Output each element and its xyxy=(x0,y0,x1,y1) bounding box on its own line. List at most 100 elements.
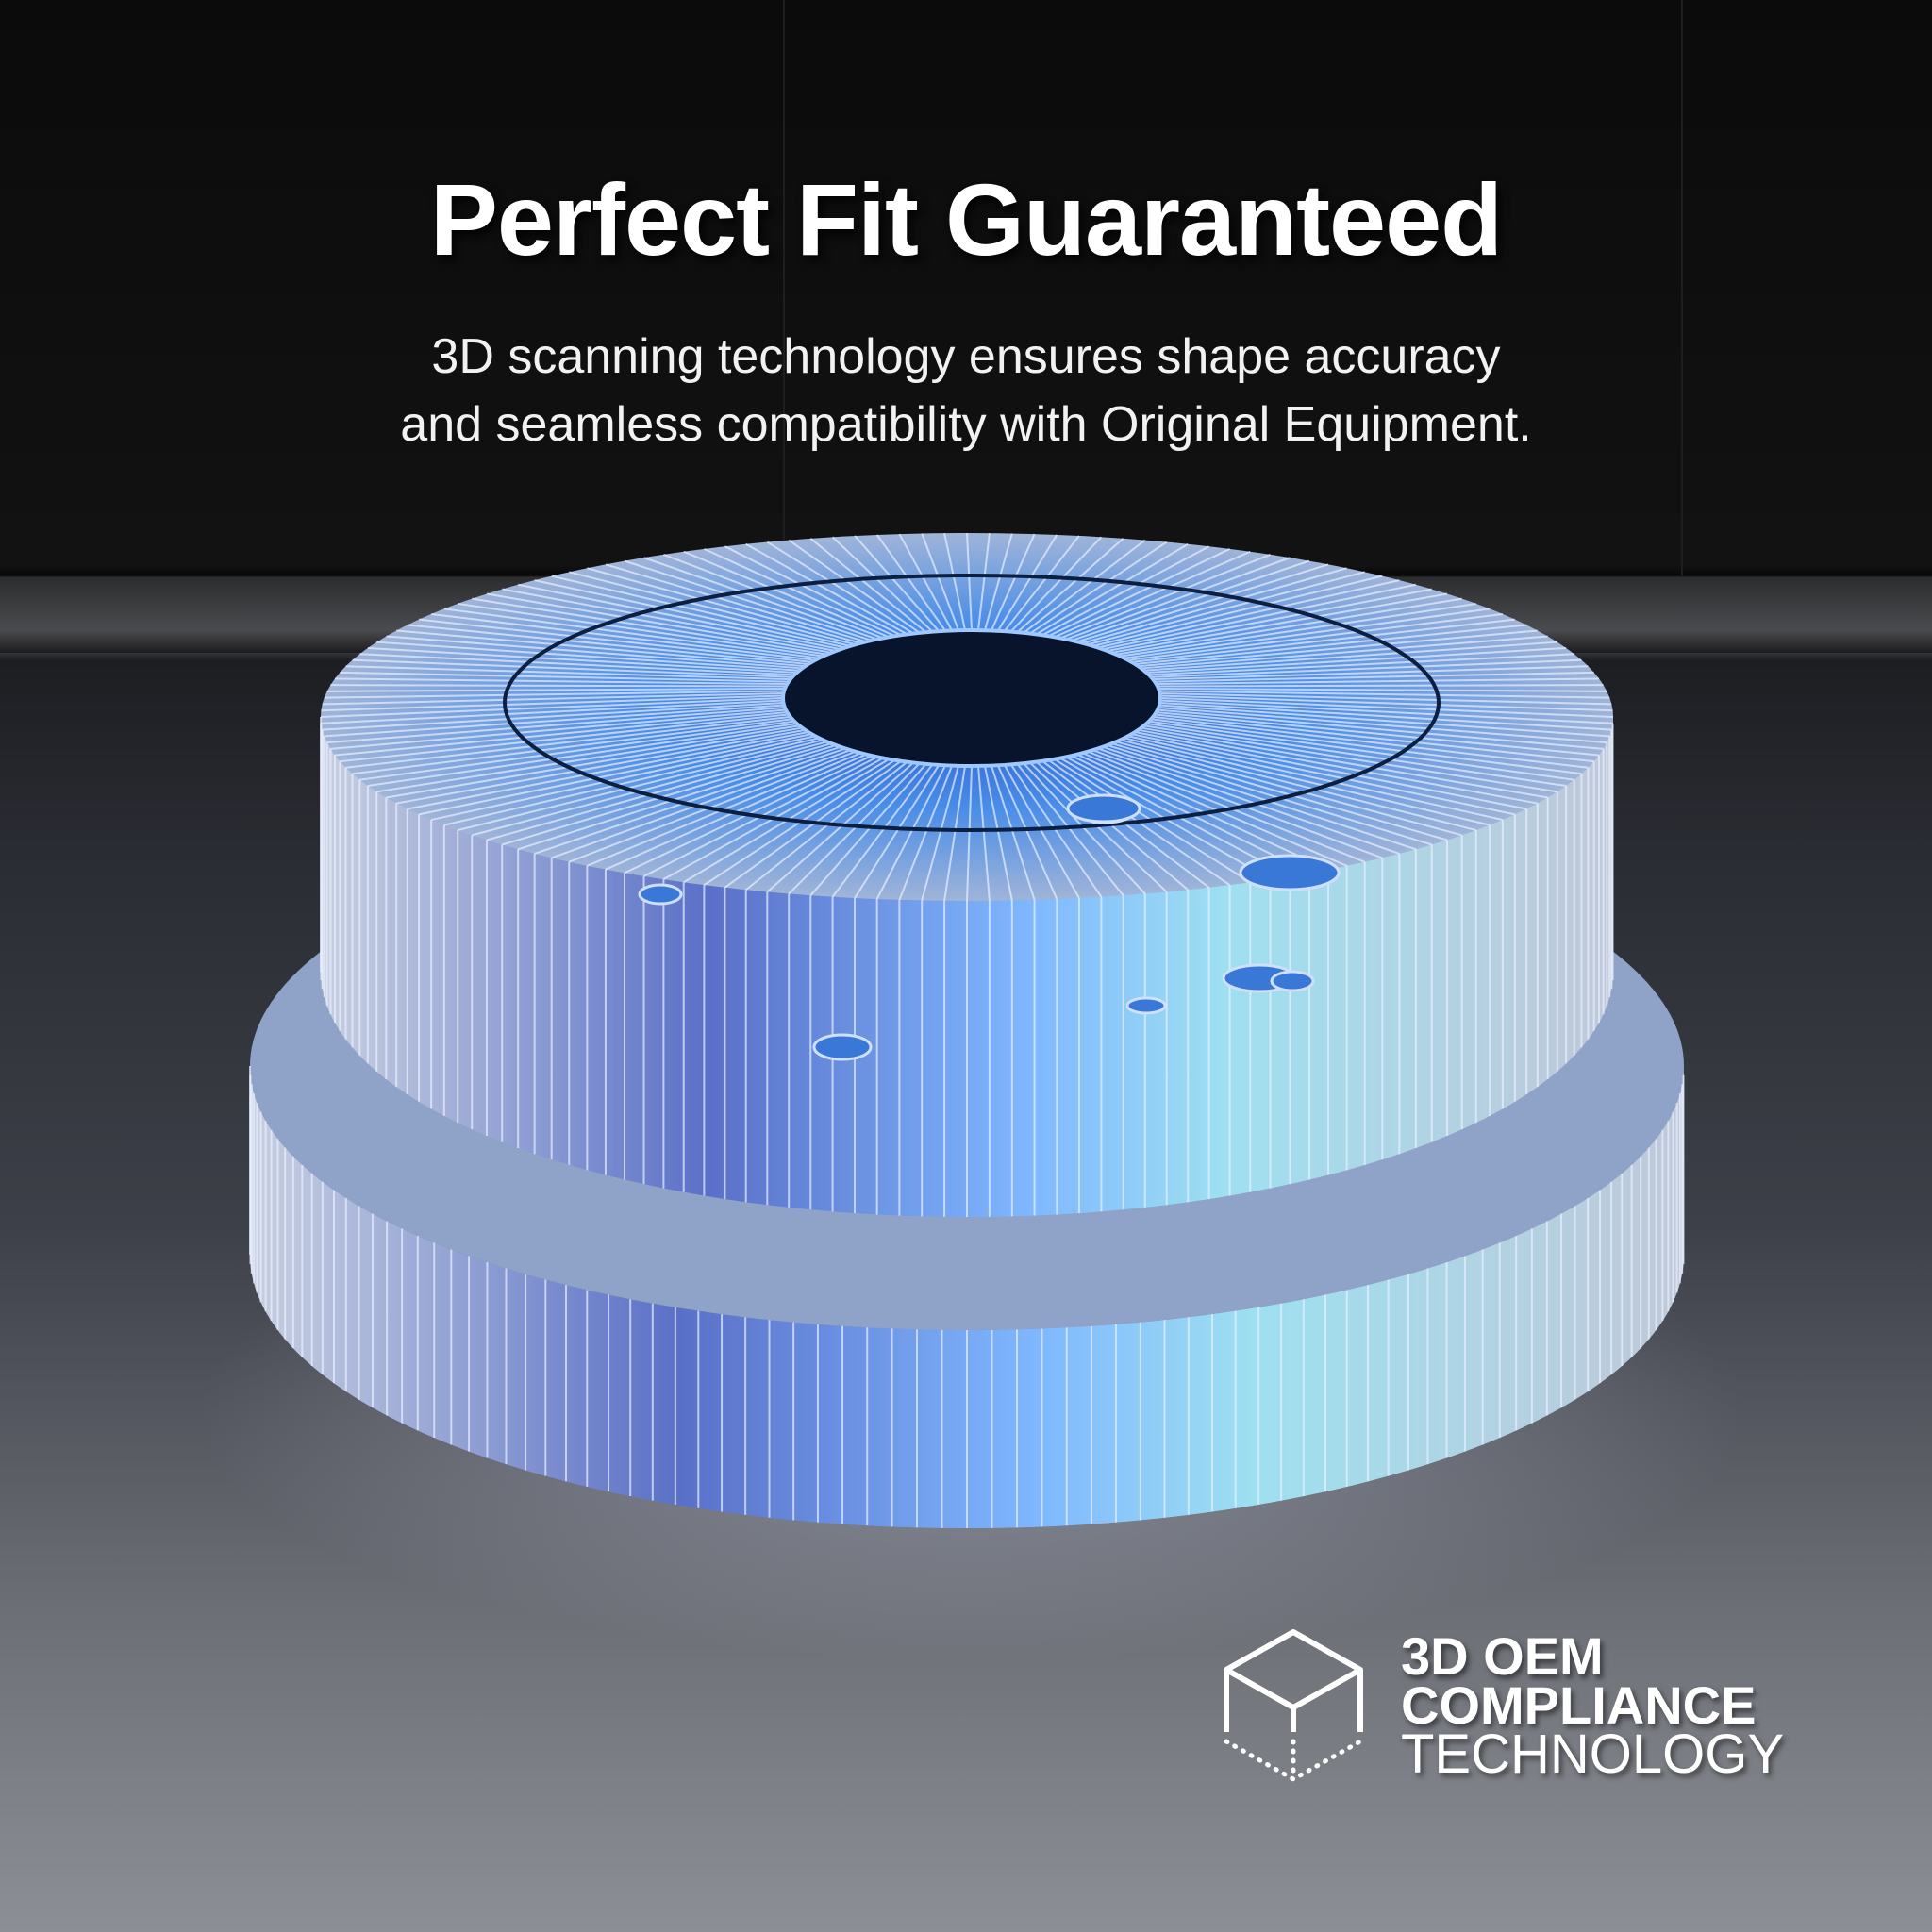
wireframe-line xyxy=(352,658,792,678)
wireframe-line xyxy=(386,726,803,799)
wireframe-line xyxy=(1159,697,1614,718)
wireframe-line xyxy=(996,764,1058,900)
wireframe-line xyxy=(1076,563,1329,643)
wireframe-line xyxy=(1151,718,1582,775)
wireframe-line xyxy=(1131,733,1516,816)
wireframe-line xyxy=(486,742,832,841)
wireframe-line xyxy=(966,532,973,631)
wireframe-line xyxy=(898,533,953,631)
wireframe-line xyxy=(1156,677,1600,686)
lug-hole xyxy=(812,1033,873,1061)
wireframe-line xyxy=(1120,602,1476,658)
wireframe-line xyxy=(1107,588,1432,652)
wireframe-line xyxy=(921,765,960,901)
wireframe-line xyxy=(1146,722,1567,788)
wireframe-line xyxy=(407,731,808,810)
wireframe-line xyxy=(443,737,820,826)
wireframe-line xyxy=(330,708,787,750)
wireframe-line xyxy=(1029,761,1168,893)
badge-line-2: COMPLIANCE xyxy=(1401,1675,1757,1735)
wireframe-line xyxy=(386,635,803,670)
wireframe-line xyxy=(1016,763,1124,896)
wireframe-line xyxy=(1146,646,1567,675)
wireframe-line xyxy=(1003,535,1080,632)
wireframe-line xyxy=(1035,542,1189,636)
wireframe-line xyxy=(486,592,832,654)
wireframe-line xyxy=(321,699,784,724)
wireframe-line xyxy=(1082,752,1348,867)
wireframe-line xyxy=(724,545,902,637)
wireframe-line xyxy=(457,739,824,832)
lug-hole xyxy=(1270,970,1315,992)
wireframe-line xyxy=(854,764,941,899)
wireframe-line xyxy=(1120,739,1477,832)
wireframe-line xyxy=(1071,559,1310,641)
wireframe-line xyxy=(966,765,973,902)
wireframe-line xyxy=(976,533,991,631)
wireframe-line xyxy=(443,608,820,659)
wireframe-line xyxy=(1148,653,1574,676)
wireframe-line xyxy=(1135,731,1527,810)
subtitle-line-2: and seamless compatibility with Original… xyxy=(400,397,1532,452)
wireframe-line xyxy=(340,713,790,763)
wireframe-line xyxy=(1138,728,1538,805)
badge-line-3: TECHNOLOGY xyxy=(1401,1724,1785,1785)
wireframe-line xyxy=(643,557,878,641)
wireframe-line xyxy=(359,653,795,676)
wireframe-line xyxy=(418,618,812,663)
wireframe-line xyxy=(1127,612,1504,661)
wireframe-line xyxy=(921,533,959,631)
wireframe-line xyxy=(1156,710,1600,757)
wireframe-line xyxy=(1158,687,1607,692)
wireframe-line xyxy=(1111,742,1448,841)
wireframe-line xyxy=(788,539,921,634)
wireframe-line xyxy=(1135,624,1527,665)
oem-compliance-badge: 3D OEM COMPLIANCE TECHNOLOGY xyxy=(1222,1621,1784,1790)
wireframe-line xyxy=(1107,744,1433,846)
wireframe-line xyxy=(1131,618,1516,663)
wireframe-line xyxy=(376,724,800,793)
wireframe-line xyxy=(1159,699,1613,724)
subtitle: 3D scanning technology ensures shape acc… xyxy=(0,323,1932,458)
wireframe-line xyxy=(502,588,837,652)
wireframe-line xyxy=(1138,629,1538,668)
wireframe-line xyxy=(624,559,873,641)
wall-panel-divider xyxy=(783,0,785,575)
wireframe-line xyxy=(1124,737,1491,826)
wireframe-line xyxy=(407,624,808,665)
wireframe-line xyxy=(745,542,908,636)
wireframe-line xyxy=(1087,571,1365,646)
subtitle-line-1: 3D scanning technology ensures shape acc… xyxy=(431,329,1501,384)
wireframe-line xyxy=(352,718,792,775)
wireframe-line xyxy=(1159,691,1612,706)
wireframe-line xyxy=(345,665,791,681)
wireframe-line xyxy=(983,765,1013,901)
wireframe-line xyxy=(983,533,1013,631)
wireframe-line xyxy=(1016,538,1124,633)
lug-hole xyxy=(1066,793,1141,824)
wireframe-line xyxy=(1054,550,1251,639)
wireframe-line xyxy=(324,704,785,738)
wireframe-line xyxy=(1158,690,1610,699)
wireframe-line xyxy=(1029,541,1168,635)
wireframe-line xyxy=(1009,536,1103,633)
wireframe-cube-icon xyxy=(1224,1629,1363,1782)
wireframe-line xyxy=(875,764,947,900)
wireframe-line xyxy=(534,579,846,649)
wireframe-line xyxy=(683,550,890,639)
wireframe-line xyxy=(1143,724,1557,793)
wireframe-line xyxy=(1116,597,1462,656)
wireframe-line xyxy=(854,535,941,632)
wireframe-line xyxy=(334,710,788,757)
wireframe-line xyxy=(396,629,806,668)
wireframe-line xyxy=(1115,741,1463,837)
wall-panel-divider xyxy=(1681,0,1683,575)
wireframe-line xyxy=(324,690,785,699)
wireframe-line xyxy=(472,597,827,656)
wireframe-line xyxy=(321,694,784,712)
wireframe-line xyxy=(766,541,914,635)
wireframe-line xyxy=(1159,694,1613,712)
wireframe-line xyxy=(367,646,797,675)
wireframe-line xyxy=(1009,763,1103,898)
